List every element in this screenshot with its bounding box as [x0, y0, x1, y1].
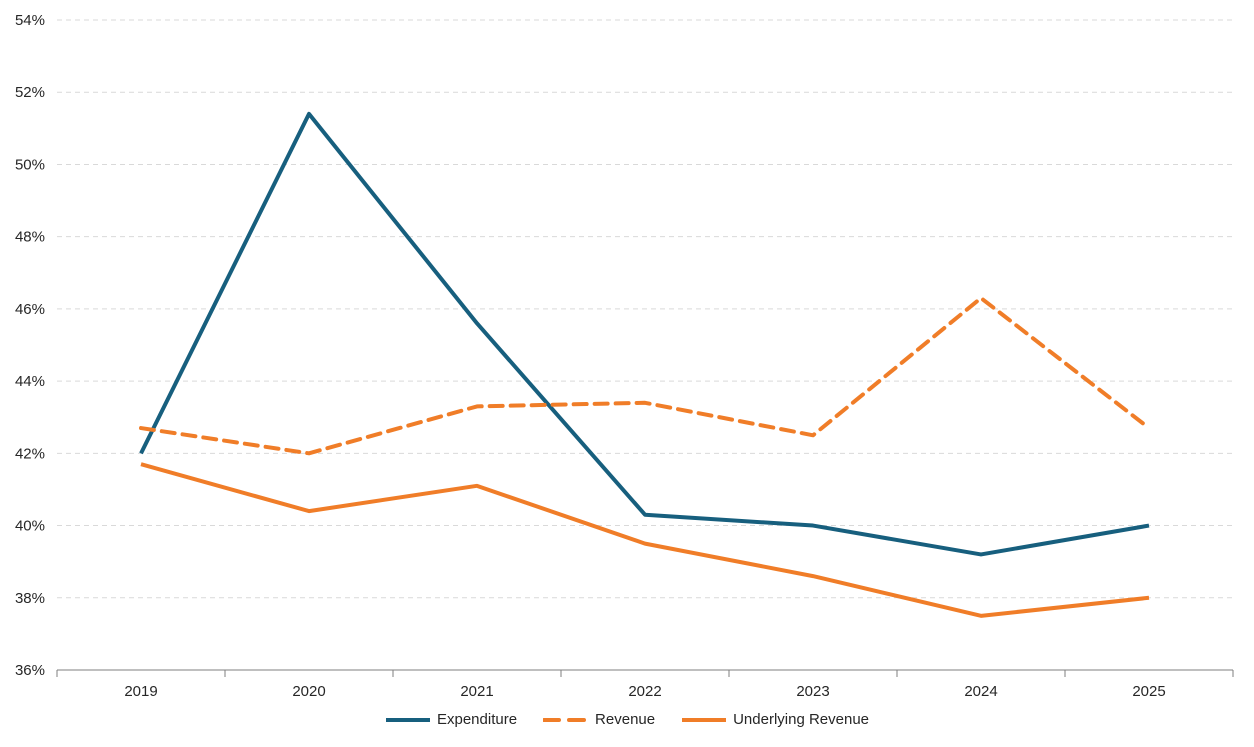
y-axis-label: 52%	[15, 84, 45, 101]
y-axis-label: 46%	[15, 301, 45, 318]
legend-line-sample-revenue	[543, 718, 590, 722]
x-axis-label: 2020	[292, 683, 325, 700]
y-axis-label: 40%	[15, 518, 45, 535]
legend-label-underlying-revenue: Underlying Revenue	[733, 711, 870, 728]
y-axis-label: 54%	[15, 12, 45, 29]
legend-item-revenue: Revenue	[543, 711, 655, 729]
y-axis-label: 44%	[15, 373, 45, 390]
series-line-revenue	[139, 296, 1151, 456]
legend-item-expenditure: Expenditure	[385, 711, 517, 729]
x-axis-label: 2021	[460, 683, 493, 700]
x-axis-label: 2022	[628, 683, 661, 700]
y-axis-label: 50%	[15, 156, 45, 173]
x-axis-label: 2023	[796, 683, 829, 700]
x-axis-label: 2019	[124, 683, 157, 700]
series-line-expenditure	[139, 111, 1150, 557]
legend-label-expenditure: Expenditure	[436, 711, 518, 728]
gridlines	[57, 19, 1233, 599]
legend-item-underlying-revenue: Underlying Revenue	[681, 711, 869, 729]
legend-label-revenue: Revenue	[595, 711, 656, 728]
series-line-underlying-revenue	[140, 462, 1150, 618]
y-axis-label: 48%	[15, 229, 45, 246]
legend-line-sample-underlying-revenue	[682, 718, 727, 722]
y-axis-label: 42%	[15, 445, 45, 462]
x-axis-label: 2025	[1132, 683, 1165, 700]
legend-line-sample-expenditure	[385, 718, 430, 722]
y-axis-label: 38%	[15, 590, 45, 607]
y-axis-label: 36%	[15, 662, 45, 679]
chart-legend: Expenditure Revenue Underlying Revenue	[0, 711, 1254, 729]
x-axis-label: 2024	[964, 683, 997, 700]
